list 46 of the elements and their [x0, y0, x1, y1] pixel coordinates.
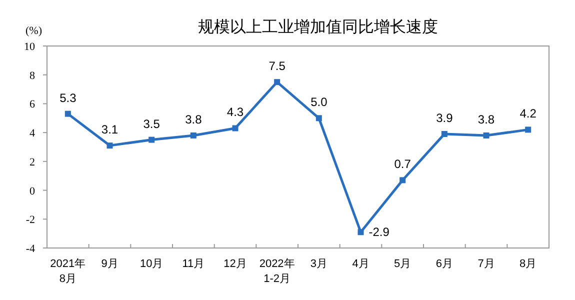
x-tick-label: 11月 — [182, 258, 205, 270]
text: 3.9 — [436, 111, 453, 126]
point — [316, 115, 322, 122]
point — [232, 125, 238, 132]
y-axis-title: (%) — [26, 25, 42, 37]
text: 0.7 — [394, 157, 411, 172]
y-tick-label: 10 — [24, 41, 36, 53]
y-tick-label: 8 — [30, 70, 36, 82]
y-tick-label: -4 — [26, 243, 36, 255]
y-tick-label: 0 — [30, 185, 36, 198]
x-tick-label: 3月 — [310, 258, 328, 270]
y-tick-label: -2 — [26, 214, 35, 226]
x-tick-label: 4月 — [352, 258, 370, 270]
text: 3.8 — [185, 112, 202, 126]
x-tick-label: 7月 — [478, 258, 495, 270]
point — [525, 126, 532, 133]
x-tick-label: 8月 — [520, 258, 537, 270]
x-tick-label: 2021年 8月 — [50, 258, 86, 285]
text: 4.2 — [520, 106, 536, 121]
point — [64, 110, 71, 117]
x-tick-label: 10月 — [140, 258, 164, 270]
point — [190, 132, 196, 138]
y-tick-label: 6 — [30, 98, 36, 111]
text: 5.3 — [60, 90, 76, 105]
text: 4.3 — [226, 105, 244, 120]
point — [400, 177, 406, 184]
x-tick-label: 5月 — [394, 258, 412, 270]
x-tick-label: 2022年 1-2月 — [259, 258, 295, 285]
text: 7.5 — [268, 59, 286, 74]
x-tick-label: 6月 — [436, 258, 453, 270]
point — [441, 131, 448, 138]
x-tick-label: 12月 — [224, 258, 247, 270]
text: 3.8 — [478, 112, 495, 126]
text: 5.0 — [310, 95, 328, 110]
text: 3.5 — [143, 116, 160, 131]
text: -2.9 — [368, 225, 390, 240]
y-tick-label: 2 — [30, 156, 35, 168]
y-tick-label: 4 — [30, 128, 36, 140]
text: 3.1 — [101, 122, 118, 137]
point — [106, 142, 113, 149]
chart-title: 规模以上工业增加值同比增长速度 — [198, 18, 438, 36]
point — [274, 79, 280, 86]
x-tick-label: 9月 — [101, 258, 118, 270]
point — [483, 132, 490, 138]
point — [358, 229, 364, 236]
point — [148, 136, 155, 143]
